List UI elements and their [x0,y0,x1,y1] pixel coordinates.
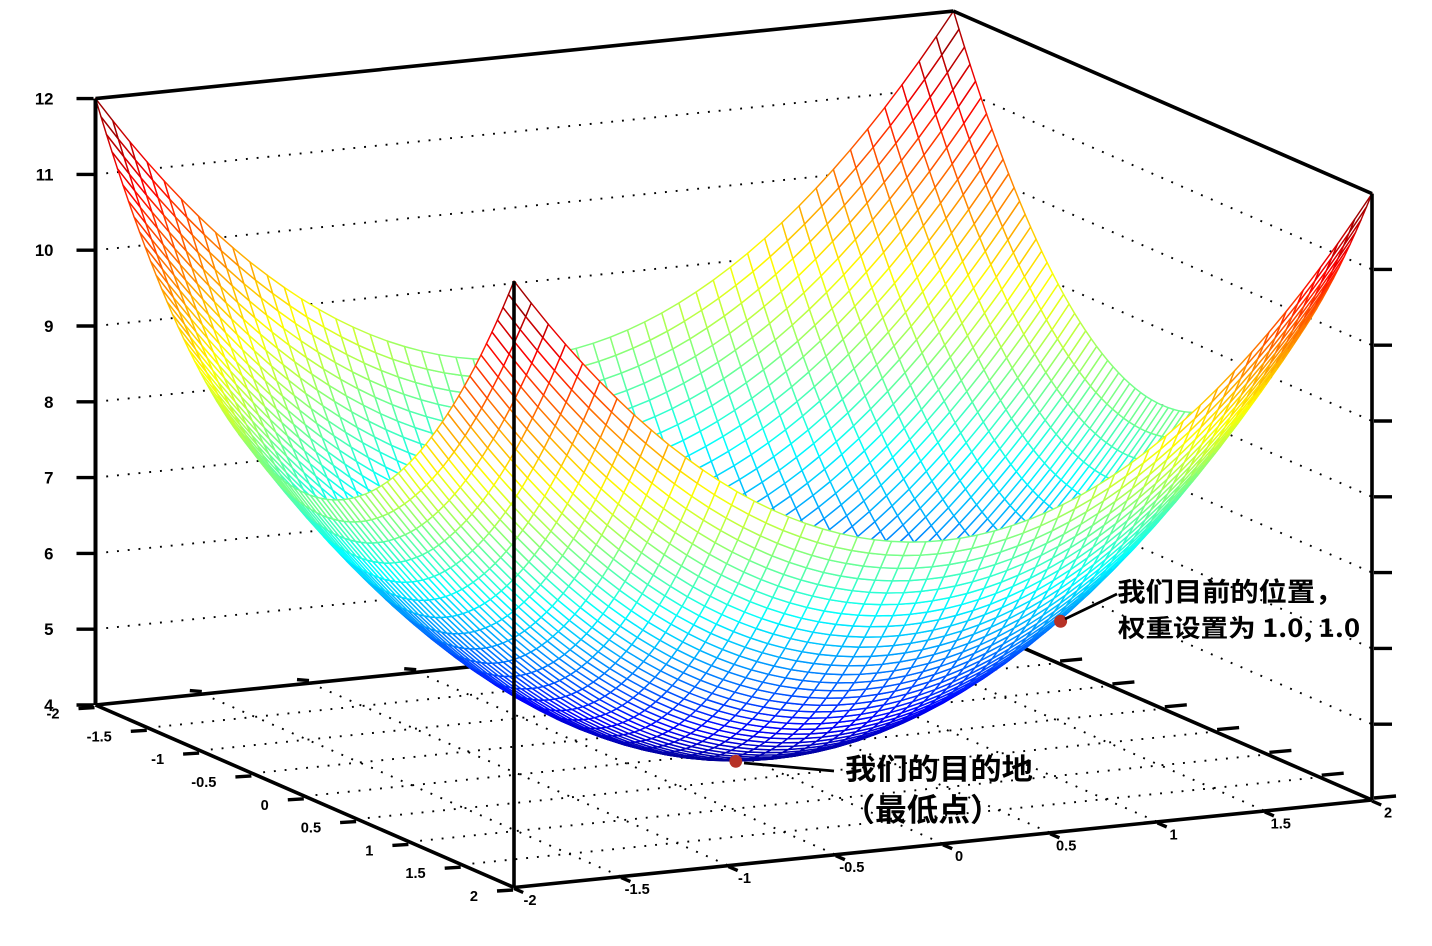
svg-text:8: 8 [44,393,53,412]
svg-text:0: 0 [955,849,963,865]
svg-text:1.5: 1.5 [405,866,425,882]
svg-text:1.5: 1.5 [1271,816,1291,832]
svg-text:0.5: 0.5 [1056,838,1076,854]
svg-text:-2: -2 [47,707,60,723]
svg-text:-1: -1 [151,752,164,768]
svg-text:9: 9 [44,317,53,336]
svg-text:1: 1 [1169,827,1177,843]
svg-text:-2: -2 [524,893,537,909]
svg-text:0: 0 [261,798,269,814]
svg-text:1: 1 [365,843,373,859]
svg-text:10: 10 [35,241,54,260]
svg-text:4: 4 [44,696,54,715]
svg-text:-0.5: -0.5 [191,775,216,791]
svg-text:2: 2 [1384,806,1392,822]
svg-text:2: 2 [470,889,478,905]
svg-text:-1.5: -1.5 [87,729,112,745]
svg-text:5: 5 [44,620,53,639]
svg-text:11: 11 [36,165,54,184]
svg-text:7: 7 [44,469,53,488]
svg-text:0.5: 0.5 [301,821,321,837]
svg-text:-1.5: -1.5 [625,882,650,898]
svg-text:12: 12 [35,90,54,109]
svg-text:-0.5: -0.5 [839,860,864,876]
svg-text:-1: -1 [738,871,751,887]
svg-text:6: 6 [44,544,53,563]
